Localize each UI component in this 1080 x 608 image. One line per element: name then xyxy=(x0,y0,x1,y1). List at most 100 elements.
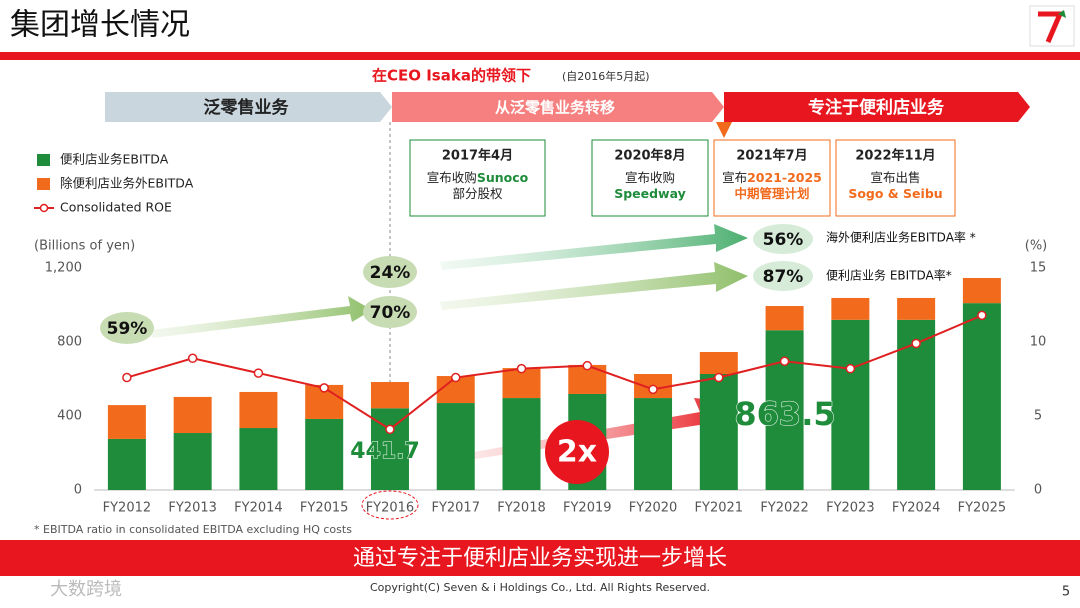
pointer xyxy=(716,122,732,138)
roe-point xyxy=(253,368,264,378)
roe-point xyxy=(516,363,527,374)
bar-segment xyxy=(634,398,673,490)
roe-point xyxy=(319,383,329,393)
x-tick-label: FY2014 xyxy=(234,501,283,516)
y2-tick-label: 5 xyxy=(1034,409,1042,424)
bar-segment xyxy=(962,303,1001,490)
y2-tick-label: 0 xyxy=(1034,483,1042,498)
arrow xyxy=(440,224,748,270)
phase-banner xyxy=(724,92,1030,122)
legend-marker xyxy=(39,203,49,213)
ratio-label: 87% xyxy=(763,267,804,287)
ratio-note: 便利店业务 EBITDA率* xyxy=(826,268,952,283)
ratio-label: 24% xyxy=(370,263,411,283)
event-date: 2020年8月 xyxy=(614,148,685,164)
bar-segment xyxy=(831,297,870,320)
event-line: 部分股权 xyxy=(452,186,503,201)
legend-label: Consolidated ROE xyxy=(60,200,172,215)
bar-segment xyxy=(699,374,738,490)
bar-segment xyxy=(305,418,344,490)
top-rule xyxy=(0,52,1080,60)
event-text: 宣布收购 xyxy=(625,170,675,185)
event-box xyxy=(409,139,546,217)
event-line: 中期管理计划 xyxy=(734,186,809,201)
event-text: 宣布收购 xyxy=(427,170,477,185)
event-text: 2021-2025 xyxy=(747,170,822,185)
bar-segment xyxy=(173,433,212,490)
copyright: Copyright(C) Seven & i Holdings Co., Ltd… xyxy=(370,581,710,594)
bar-segment xyxy=(436,403,475,490)
phase-banner xyxy=(392,92,724,122)
ratio-label: 59% xyxy=(107,319,148,339)
growth-badge xyxy=(545,420,609,484)
event-line: Speedway xyxy=(614,186,686,201)
event-text: 宣布 xyxy=(722,170,747,185)
growth-label: 2x xyxy=(557,435,597,470)
legend-swatch xyxy=(37,154,50,166)
x-tick-label: FY2018 xyxy=(497,501,546,516)
bar-segment xyxy=(239,428,278,490)
bar-segment xyxy=(502,398,541,490)
x-tick-label: FY2022 xyxy=(760,501,809,516)
y2-tick-label: 15 xyxy=(1030,261,1047,276)
ratio-bubble xyxy=(100,312,154,344)
y-axis-label: (Billions of yen) xyxy=(34,239,135,254)
y-tick-label: 800 xyxy=(57,335,82,350)
data-label: 441.7 xyxy=(350,439,420,464)
legend-label: 便利店业务EBITDA xyxy=(60,152,169,167)
x-tick-label: FY2012 xyxy=(103,501,152,516)
data-label: 863.5 xyxy=(734,395,835,433)
x-tick-label: FY2013 xyxy=(168,501,217,516)
x-tick-label: FY2024 xyxy=(892,501,941,516)
event-line: 宣布收购 xyxy=(625,170,675,185)
event-text: Speedway xyxy=(614,186,686,201)
roe-point xyxy=(187,353,198,364)
roe-point xyxy=(714,372,724,383)
roe-line xyxy=(126,314,983,431)
ratio-bubble xyxy=(753,261,813,291)
x-tick-label: FY2023 xyxy=(826,501,875,516)
event-text: 宣布出售 xyxy=(870,170,920,185)
bar-segment xyxy=(239,391,278,429)
subtitle-note: (自2016年5月起) xyxy=(562,69,650,83)
phase-banner xyxy=(105,92,392,122)
bar-segment xyxy=(173,396,212,434)
event-box xyxy=(591,139,709,217)
event-box xyxy=(835,139,956,217)
phase-label: 专注于便利店业务 xyxy=(808,97,945,118)
bar-segment xyxy=(107,438,146,490)
event-date: 2022年11月 xyxy=(855,148,935,164)
phase-label: 泛零售业务 xyxy=(204,97,290,118)
highlight-ring xyxy=(361,490,419,520)
roe-point xyxy=(779,356,790,366)
arrow xyxy=(150,296,372,338)
roe-point xyxy=(845,363,856,374)
y2-tick-label: 10 xyxy=(1030,335,1047,350)
event-box xyxy=(713,139,831,217)
y2-axis-label: (%) xyxy=(1025,239,1048,254)
bar-segment xyxy=(831,319,870,490)
bar-segment xyxy=(107,405,146,439)
title: 集团增长情况 xyxy=(10,8,190,43)
footnote: * EBITDA ratio in consolidated EBITDA ex… xyxy=(34,523,352,536)
bottom-banner xyxy=(0,540,1080,576)
bar-segment xyxy=(370,382,409,409)
x-tick-label: FY2016 xyxy=(366,501,415,516)
event-date: 2017年4月 xyxy=(442,148,513,164)
legend-label: 除便利店业务外EBITDA xyxy=(60,176,194,191)
event-text: 部分股权 xyxy=(452,186,503,201)
y-tick-label: 1,200 xyxy=(45,261,82,276)
roe-point xyxy=(385,424,395,435)
y-tick-label: 400 xyxy=(57,409,82,424)
event-line: 宣布收购Sunoco xyxy=(427,170,529,185)
event-date: 2021年7月 xyxy=(736,148,807,164)
event-text: Sogo & Seibu xyxy=(848,186,942,201)
event-line: 宣布2021-2025 xyxy=(722,170,822,185)
event-line: Sogo & Seibu xyxy=(848,186,942,201)
roe-point xyxy=(911,338,921,349)
roe-point xyxy=(450,372,461,383)
roe-point xyxy=(977,310,987,321)
legend-swatch xyxy=(37,178,50,190)
x-tick-label: FY2015 xyxy=(300,501,349,516)
